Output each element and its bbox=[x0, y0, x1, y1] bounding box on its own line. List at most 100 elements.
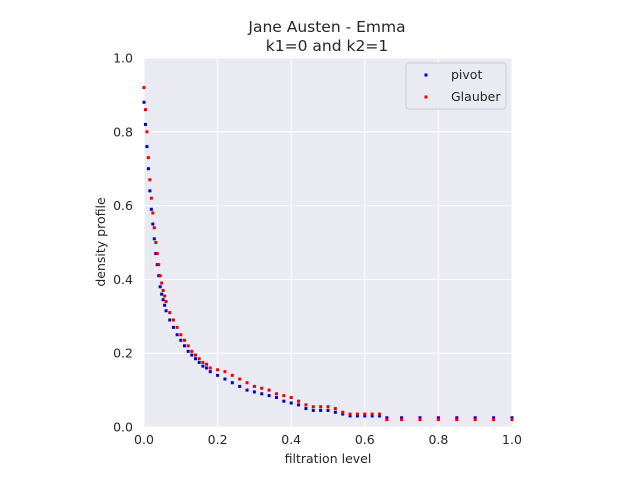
data-point-pivot bbox=[260, 392, 264, 396]
data-point-pivot bbox=[179, 338, 183, 342]
data-point-pivot bbox=[355, 414, 359, 418]
data-point-pivot bbox=[168, 318, 172, 322]
data-point-pivot bbox=[151, 222, 155, 226]
data-point-glauber bbox=[355, 412, 359, 416]
data-point-glauber bbox=[149, 196, 153, 200]
data-point-pivot bbox=[492, 416, 496, 420]
data-series bbox=[142, 86, 514, 422]
data-point-glauber bbox=[370, 412, 374, 416]
data-point-glauber bbox=[148, 178, 152, 182]
data-point-glauber bbox=[473, 418, 477, 422]
data-point-glauber bbox=[201, 360, 205, 364]
data-point-glauber bbox=[436, 418, 440, 422]
data-point-glauber bbox=[145, 130, 149, 134]
data-point-glauber bbox=[154, 241, 158, 244]
data-point-pivot bbox=[158, 285, 162, 289]
data-point-glauber bbox=[164, 300, 168, 304]
data-point-pivot bbox=[400, 416, 404, 420]
data-point-pivot bbox=[289, 401, 293, 405]
data-point-pivot bbox=[418, 416, 422, 420]
data-point-pivot bbox=[143, 122, 147, 126]
data-point-pivot bbox=[148, 189, 152, 193]
data-point-glauber bbox=[179, 333, 183, 337]
data-point-pivot bbox=[201, 364, 205, 368]
data-point-glauber bbox=[260, 386, 264, 390]
data-point-pivot bbox=[333, 410, 337, 414]
legend-label-pivot: pivot bbox=[451, 67, 482, 82]
x-axis-label: filtration level bbox=[285, 451, 372, 466]
data-point-glauber bbox=[230, 373, 234, 377]
data-point-pivot bbox=[370, 414, 374, 418]
data-point-glauber bbox=[194, 353, 198, 357]
data-point-pivot bbox=[216, 373, 220, 377]
data-point-pivot bbox=[146, 167, 150, 171]
y-axis-ticks: 0.0 0.2 0.4 0.6 0.8 1.0 bbox=[113, 51, 133, 435]
legend-label-glauber: Glauber bbox=[451, 89, 501, 104]
y-tick-label: 0.0 bbox=[113, 420, 133, 435]
data-point-glauber bbox=[160, 281, 164, 285]
data-point-pivot bbox=[161, 298, 165, 302]
data-point-pivot bbox=[252, 390, 256, 394]
x-tick-label: 0.2 bbox=[208, 432, 228, 447]
data-point-pivot bbox=[149, 207, 153, 211]
data-point-glauber bbox=[161, 288, 165, 292]
data-point-glauber bbox=[252, 384, 256, 388]
data-point-glauber bbox=[267, 388, 271, 392]
data-point-pivot bbox=[182, 344, 186, 348]
data-point-glauber bbox=[455, 418, 459, 422]
data-point-glauber bbox=[175, 325, 179, 329]
y-tick-label: 0.2 bbox=[113, 346, 133, 361]
data-point-glauber bbox=[492, 418, 496, 422]
data-point-glauber bbox=[146, 156, 150, 160]
data-point-glauber bbox=[216, 368, 220, 372]
legend-marker-glauber bbox=[424, 95, 428, 99]
data-point-pivot bbox=[245, 388, 249, 392]
x-tick-label: 0.6 bbox=[355, 432, 375, 447]
data-point-glauber bbox=[400, 418, 404, 422]
data-point-glauber bbox=[274, 392, 278, 396]
data-point-glauber bbox=[304, 403, 308, 407]
data-point-glauber bbox=[311, 405, 315, 409]
data-point-glauber bbox=[297, 399, 301, 403]
data-point-pivot bbox=[145, 145, 149, 149]
data-point-glauber bbox=[182, 338, 186, 342]
data-point-pivot bbox=[230, 381, 234, 385]
data-point-pivot bbox=[238, 384, 242, 388]
plot-area bbox=[144, 58, 512, 427]
data-point-pivot bbox=[223, 377, 227, 381]
data-point-glauber bbox=[158, 274, 162, 278]
data-point-glauber bbox=[333, 407, 337, 411]
data-point-pivot bbox=[142, 100, 146, 104]
x-axis-ticks: 0.0 0.2 0.4 0.6 0.8 1.0 bbox=[134, 432, 522, 447]
data-point-glauber bbox=[363, 412, 367, 416]
series-glauber bbox=[142, 86, 514, 422]
data-point-pivot bbox=[510, 416, 514, 420]
data-point-glauber bbox=[190, 349, 194, 353]
data-point-glauber bbox=[151, 211, 155, 215]
y-tick-label: 1.0 bbox=[113, 51, 133, 66]
data-point-pivot bbox=[455, 416, 459, 420]
data-point-pivot bbox=[385, 416, 389, 420]
data-point-pivot bbox=[363, 414, 367, 418]
data-point-glauber bbox=[385, 418, 389, 422]
x-tick-label: 0.8 bbox=[428, 432, 448, 447]
data-point-pivot bbox=[378, 414, 382, 418]
x-tick-label: 0.0 bbox=[134, 432, 154, 447]
data-point-pivot bbox=[186, 349, 190, 353]
data-point-glauber bbox=[205, 362, 209, 366]
data-point-glauber bbox=[238, 377, 242, 381]
legend-box bbox=[405, 62, 507, 110]
y-axis-label: density profile bbox=[93, 197, 108, 287]
data-point-glauber bbox=[341, 410, 345, 414]
data-point-pivot bbox=[190, 353, 194, 357]
data-point-pivot bbox=[319, 408, 323, 412]
data-point-glauber bbox=[152, 226, 156, 230]
data-point-pivot bbox=[297, 403, 301, 407]
x-tick-label: 0.4 bbox=[281, 432, 301, 447]
data-point-glauber bbox=[163, 294, 167, 298]
data-point-glauber bbox=[143, 108, 147, 112]
data-point-pivot bbox=[160, 292, 164, 296]
data-point-pivot bbox=[163, 303, 167, 307]
x-tick-label: 1.0 bbox=[502, 432, 522, 447]
